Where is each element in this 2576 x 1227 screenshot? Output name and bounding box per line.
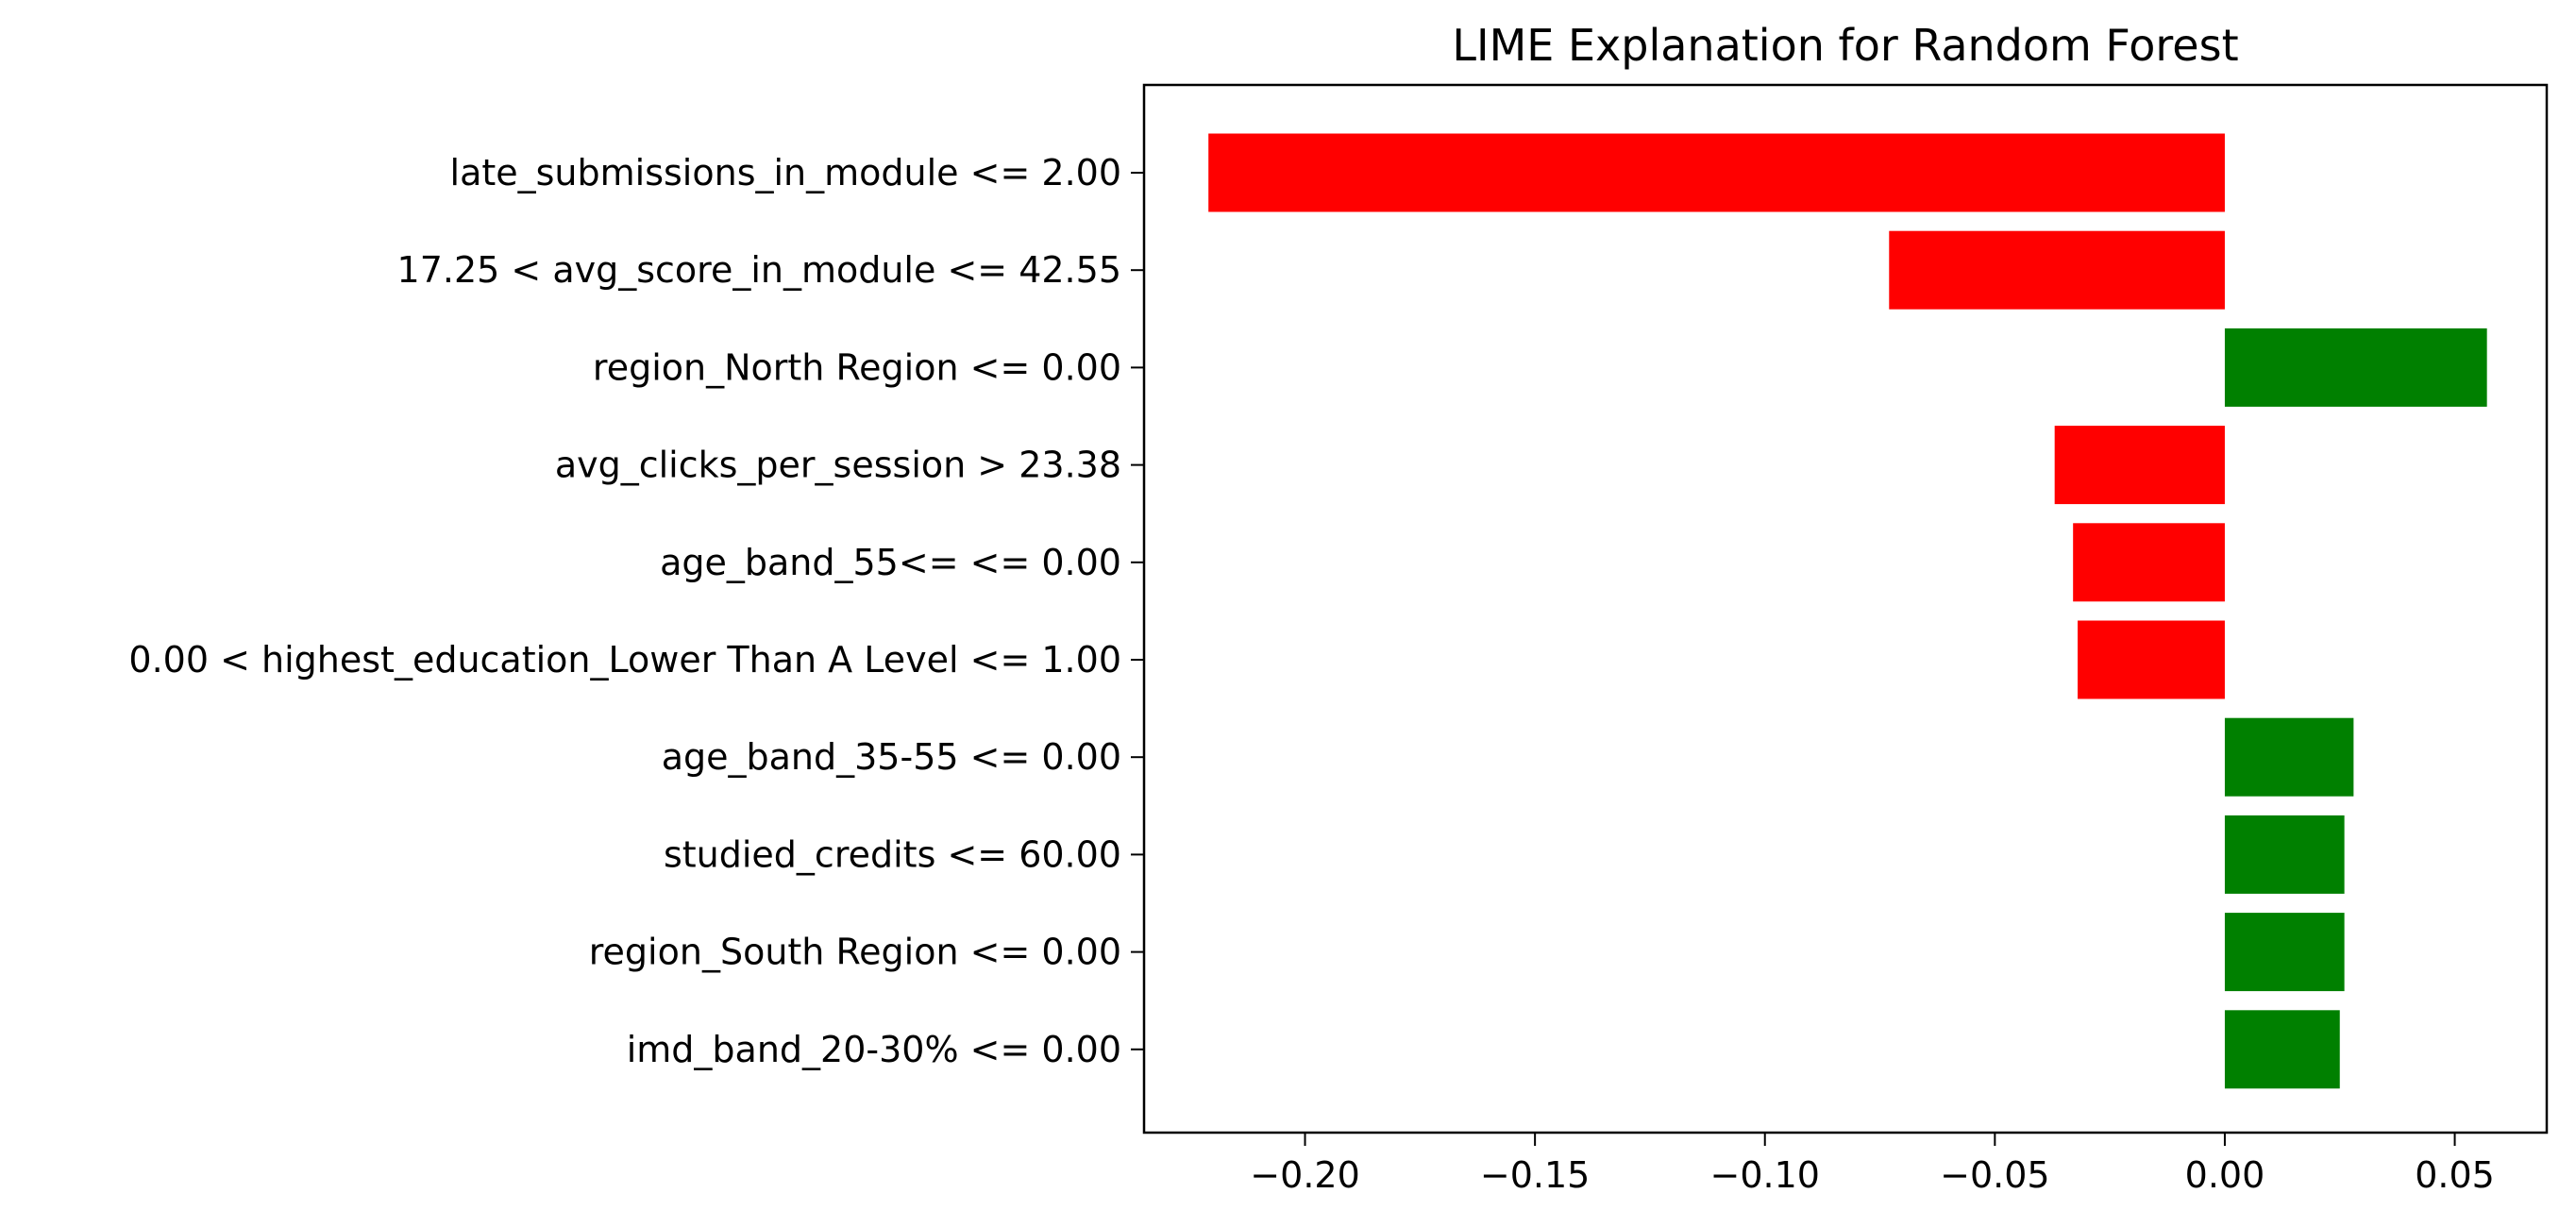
- x-tick-label: −0.20: [1250, 1154, 1359, 1196]
- chart-title: LIME Explanation for Random Forest: [1452, 20, 2238, 71]
- y-tick-label: imd_band_20-30% <= 0.00: [627, 1029, 1121, 1070]
- bar: [2073, 523, 2225, 602]
- bar: [2078, 620, 2225, 699]
- x-tick-label: −0.10: [1710, 1154, 1820, 1196]
- bar: [2054, 426, 2225, 505]
- y-tick-label: 17.25 < avg_score_in_module <= 42.55: [397, 249, 1121, 291]
- y-tick-label: late_submissions_in_module <= 2.00: [450, 152, 1121, 193]
- bar: [2224, 913, 2345, 992]
- bar: [1208, 133, 2225, 212]
- bar: [2224, 1010, 2340, 1089]
- y-tick-label: age_band_35-55 <= 0.00: [662, 736, 1121, 778]
- bar: [1889, 230, 2225, 310]
- y-tick-label: region_South Region <= 0.00: [589, 932, 1121, 973]
- x-tick-label: −0.05: [1940, 1154, 2049, 1196]
- bar: [2224, 328, 2487, 407]
- x-tick-label: 0.05: [2415, 1154, 2495, 1196]
- bar: [2224, 717, 2354, 797]
- y-tick-labels: late_submissions_in_module <= 2.00 17.25 …: [128, 152, 1144, 1070]
- bars-layer: [1208, 133, 2487, 1089]
- x-axis-ticks: −0.20 −0.15 −0.10 −0.05 0.00 0.05: [1250, 1133, 2495, 1196]
- axes-frame: [1142, 83, 2549, 1135]
- y-tick-label: age_band_55<= <= 0.00: [660, 542, 1121, 583]
- y-tick-label: avg_clicks_per_session > 23.38: [555, 445, 1121, 486]
- x-tick-label: −0.15: [1480, 1154, 1590, 1196]
- x-tick-label: 0.00: [2185, 1154, 2265, 1196]
- y-tick-label: 0.00 < highest_education_Lower Than A Le…: [128, 639, 1121, 681]
- y-tick-label: region_North Region <= 0.00: [593, 346, 1121, 388]
- y-tick-label: studied_credits <= 60.00: [664, 833, 1121, 875]
- bar: [2224, 815, 2345, 894]
